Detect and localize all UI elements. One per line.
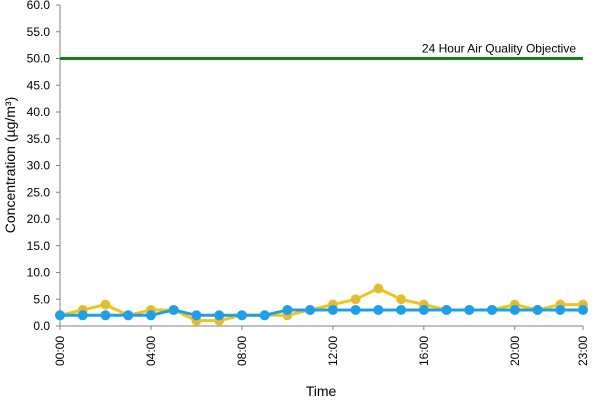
data-point (55, 310, 65, 321)
x-axis-title: Time (306, 383, 337, 399)
y-tick-label: 20.0 (27, 212, 51, 226)
data-point (214, 310, 225, 321)
y-tick-label: 25.0 (27, 185, 51, 199)
data-point (350, 294, 361, 305)
y-tick-label: 35.0 (27, 132, 51, 146)
x-tick-label: 16:00 (417, 336, 431, 366)
data-point (464, 304, 475, 315)
data-point (578, 304, 588, 315)
y-tick-label: 30.0 (27, 159, 51, 173)
y-tick-label: 55.0 (27, 25, 51, 39)
series-group (55, 283, 588, 326)
data-point (396, 304, 407, 315)
data-point (305, 304, 316, 315)
x-tick-label: 00:00 (53, 336, 67, 366)
data-point (77, 310, 88, 321)
y-tick-label: 15.0 (27, 239, 51, 253)
data-point (532, 304, 543, 315)
data-point (487, 304, 498, 315)
data-point (236, 310, 247, 321)
y-axis-ticks: 0.0 5.0 10.0 15.0 20.0 25.0 30.0 35.0 40.0 45.0 50… (27, 0, 60, 333)
x-tick-label: 08:00 (235, 336, 249, 366)
data-point (327, 304, 338, 315)
data-point (396, 294, 407, 305)
air-quality-objective-label: 24 Hour Air Quality Objective (422, 42, 576, 56)
data-point (441, 304, 452, 315)
series-2 (55, 304, 588, 321)
data-point (123, 310, 134, 321)
reference-line-group: 24 Hour Air Quality Objective (60, 42, 583, 60)
x-tick-label: 20:00 (508, 336, 522, 366)
y-tick-label: 60.0 (27, 0, 51, 12)
data-point (168, 304, 179, 315)
data-point (418, 304, 429, 315)
data-point (100, 299, 111, 310)
series-1 (55, 283, 588, 326)
y-tick-label: 0.0 (33, 319, 50, 333)
data-point (555, 304, 566, 315)
data-point (145, 310, 156, 321)
data-point (373, 304, 384, 315)
x-tick-label: 04:00 (144, 336, 158, 366)
x-tick-label: 23:00 (576, 336, 590, 366)
y-tick-label: 45.0 (27, 78, 51, 92)
x-axis-ticks: 00:00 04:00 08:00 12:00 16:00 20:00 23:00 (53, 326, 590, 366)
data-point (350, 304, 361, 315)
data-point (100, 310, 111, 321)
y-tick-label: 40.0 (27, 105, 51, 119)
data-point (509, 304, 520, 315)
y-tick-label: 5.0 (33, 292, 50, 306)
data-point (259, 310, 270, 321)
data-point (191, 310, 202, 321)
y-tick-label: 50.0 (27, 52, 51, 66)
y-tick-label: 10.0 (27, 266, 51, 280)
y-axis-title: Concentration (µg/m³) (2, 97, 18, 233)
data-point (373, 283, 384, 294)
x-tick-label: 12:00 (326, 336, 340, 366)
data-point (282, 304, 293, 315)
